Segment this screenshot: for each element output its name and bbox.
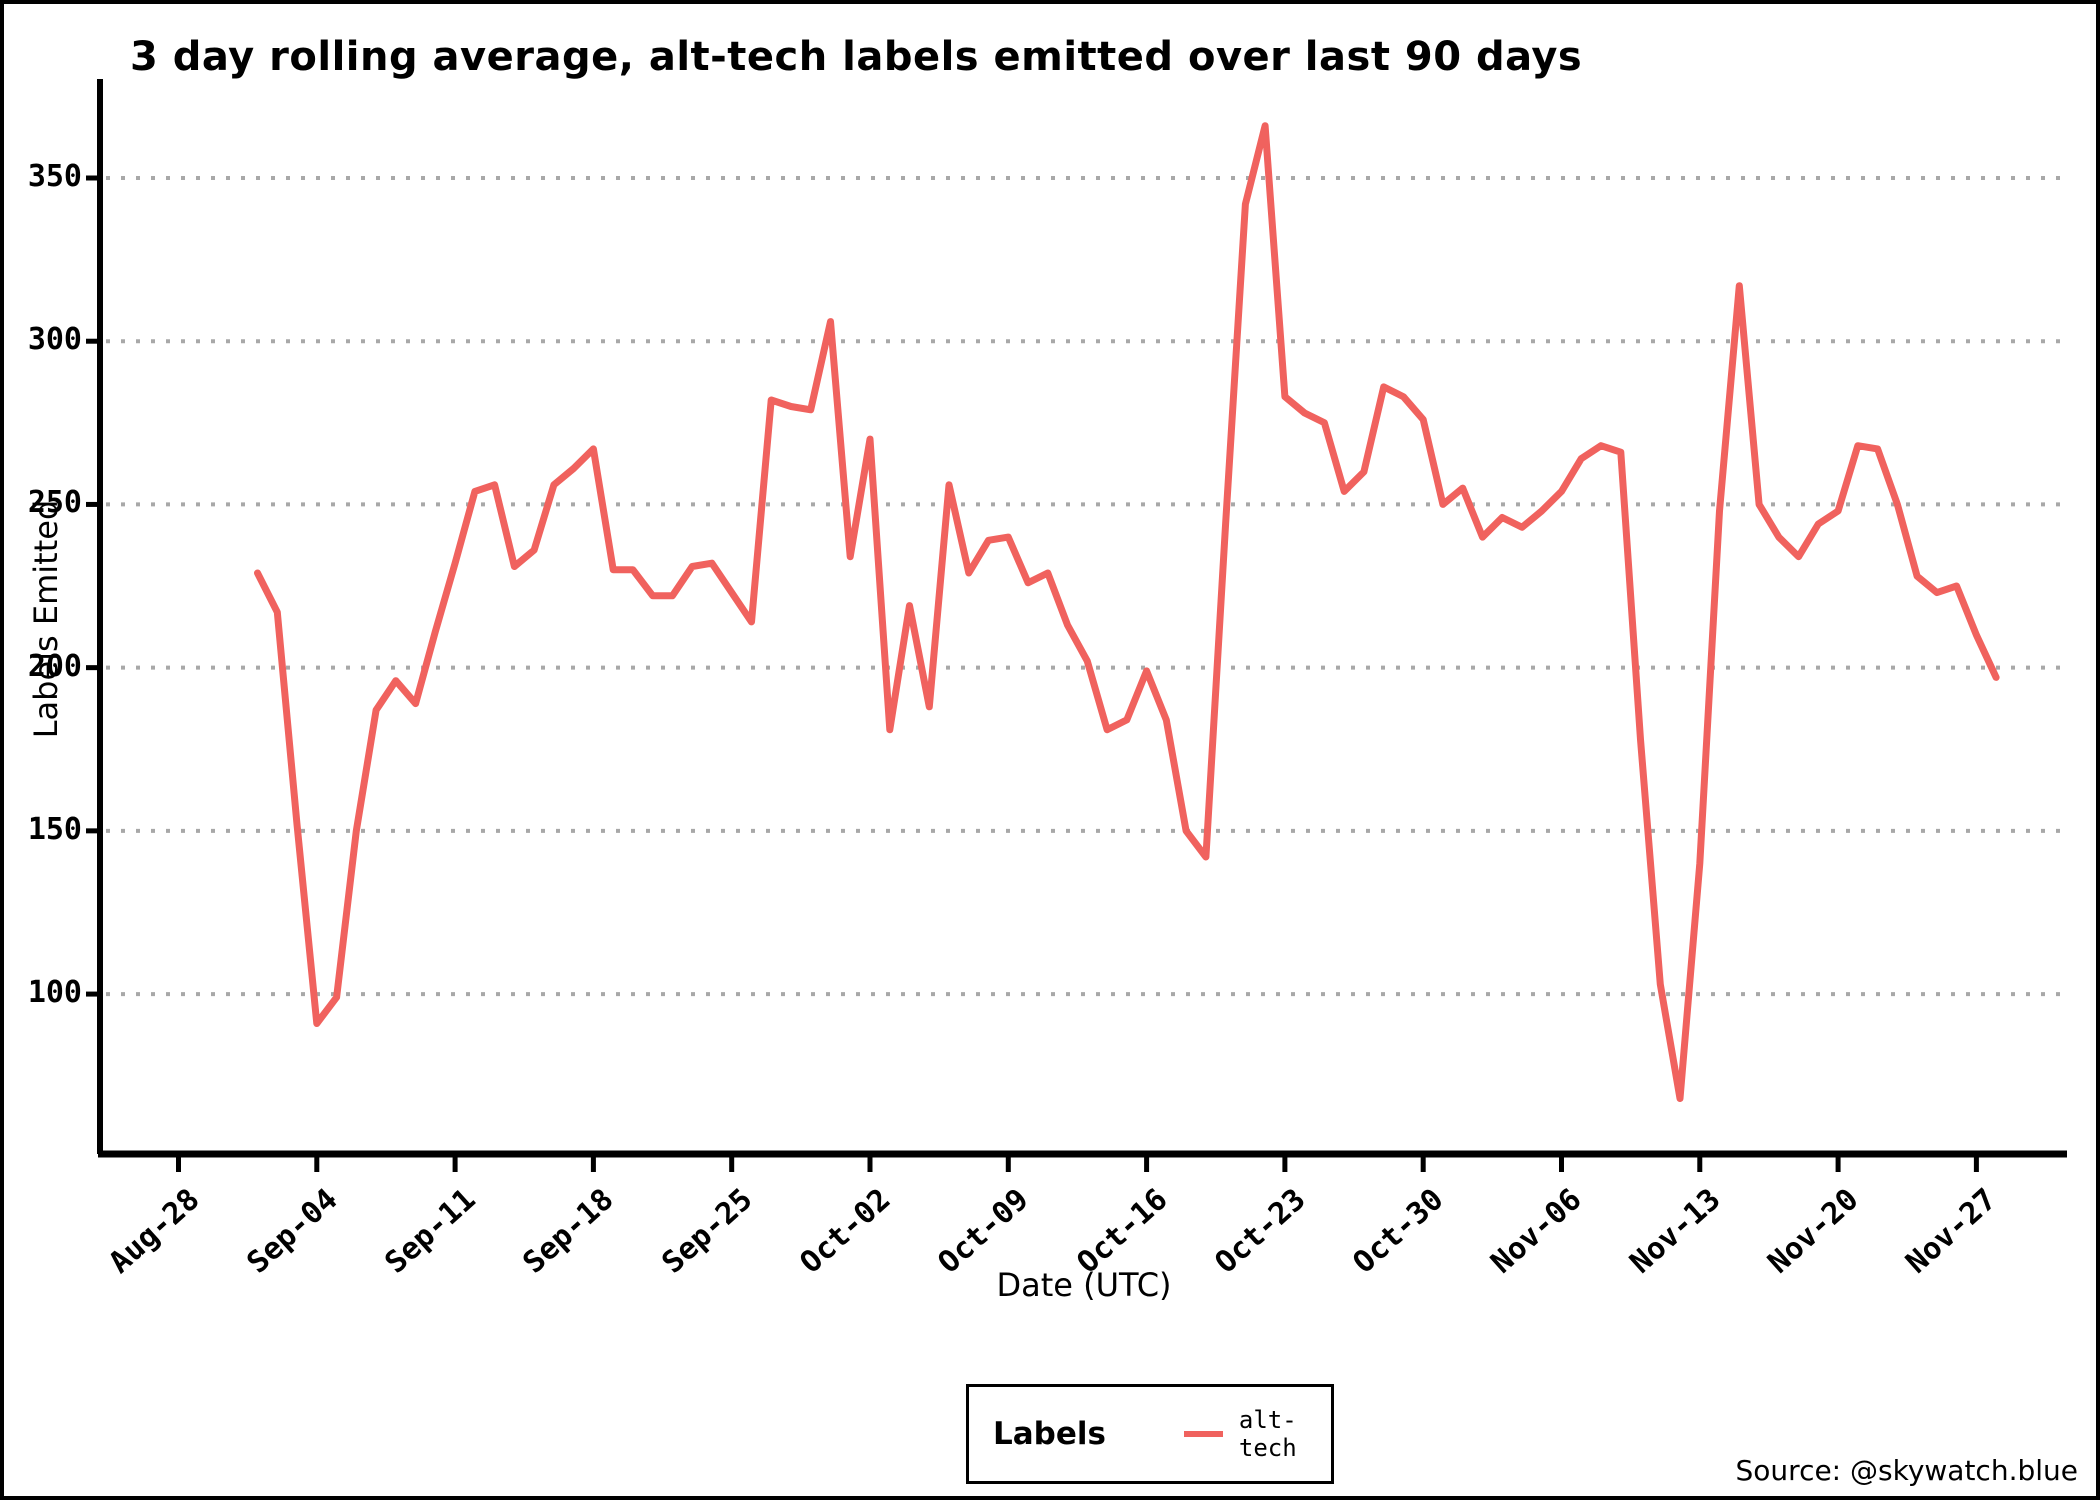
legend-box: Labels alt-tech	[966, 1384, 1334, 1484]
y-tick-label: 300	[27, 322, 82, 358]
y-tick-label: 150	[27, 811, 82, 847]
y-tick-label: 100	[27, 975, 82, 1011]
chart-title: 3 day rolling average, alt-tech labels e…	[130, 34, 1583, 80]
y-axis-label: Labels Emitted	[27, 499, 65, 739]
y-tick-label: 250	[27, 485, 82, 521]
legend-title: Labels	[993, 1416, 1106, 1452]
legend-line-swatch	[1183, 1431, 1223, 1437]
legend-series-label: alt-tech	[1238, 1406, 1297, 1462]
x-axis-label: Date (UTC)	[996, 1266, 1172, 1304]
plot-svg	[86, 79, 2067, 1172]
y-tick-label: 200	[27, 648, 82, 684]
y-tick-label: 350	[27, 159, 82, 194]
source-credit: Source: @skywatch.blue	[1735, 1454, 2078, 1487]
data-line-alt-tech	[254, 122, 2000, 1102]
